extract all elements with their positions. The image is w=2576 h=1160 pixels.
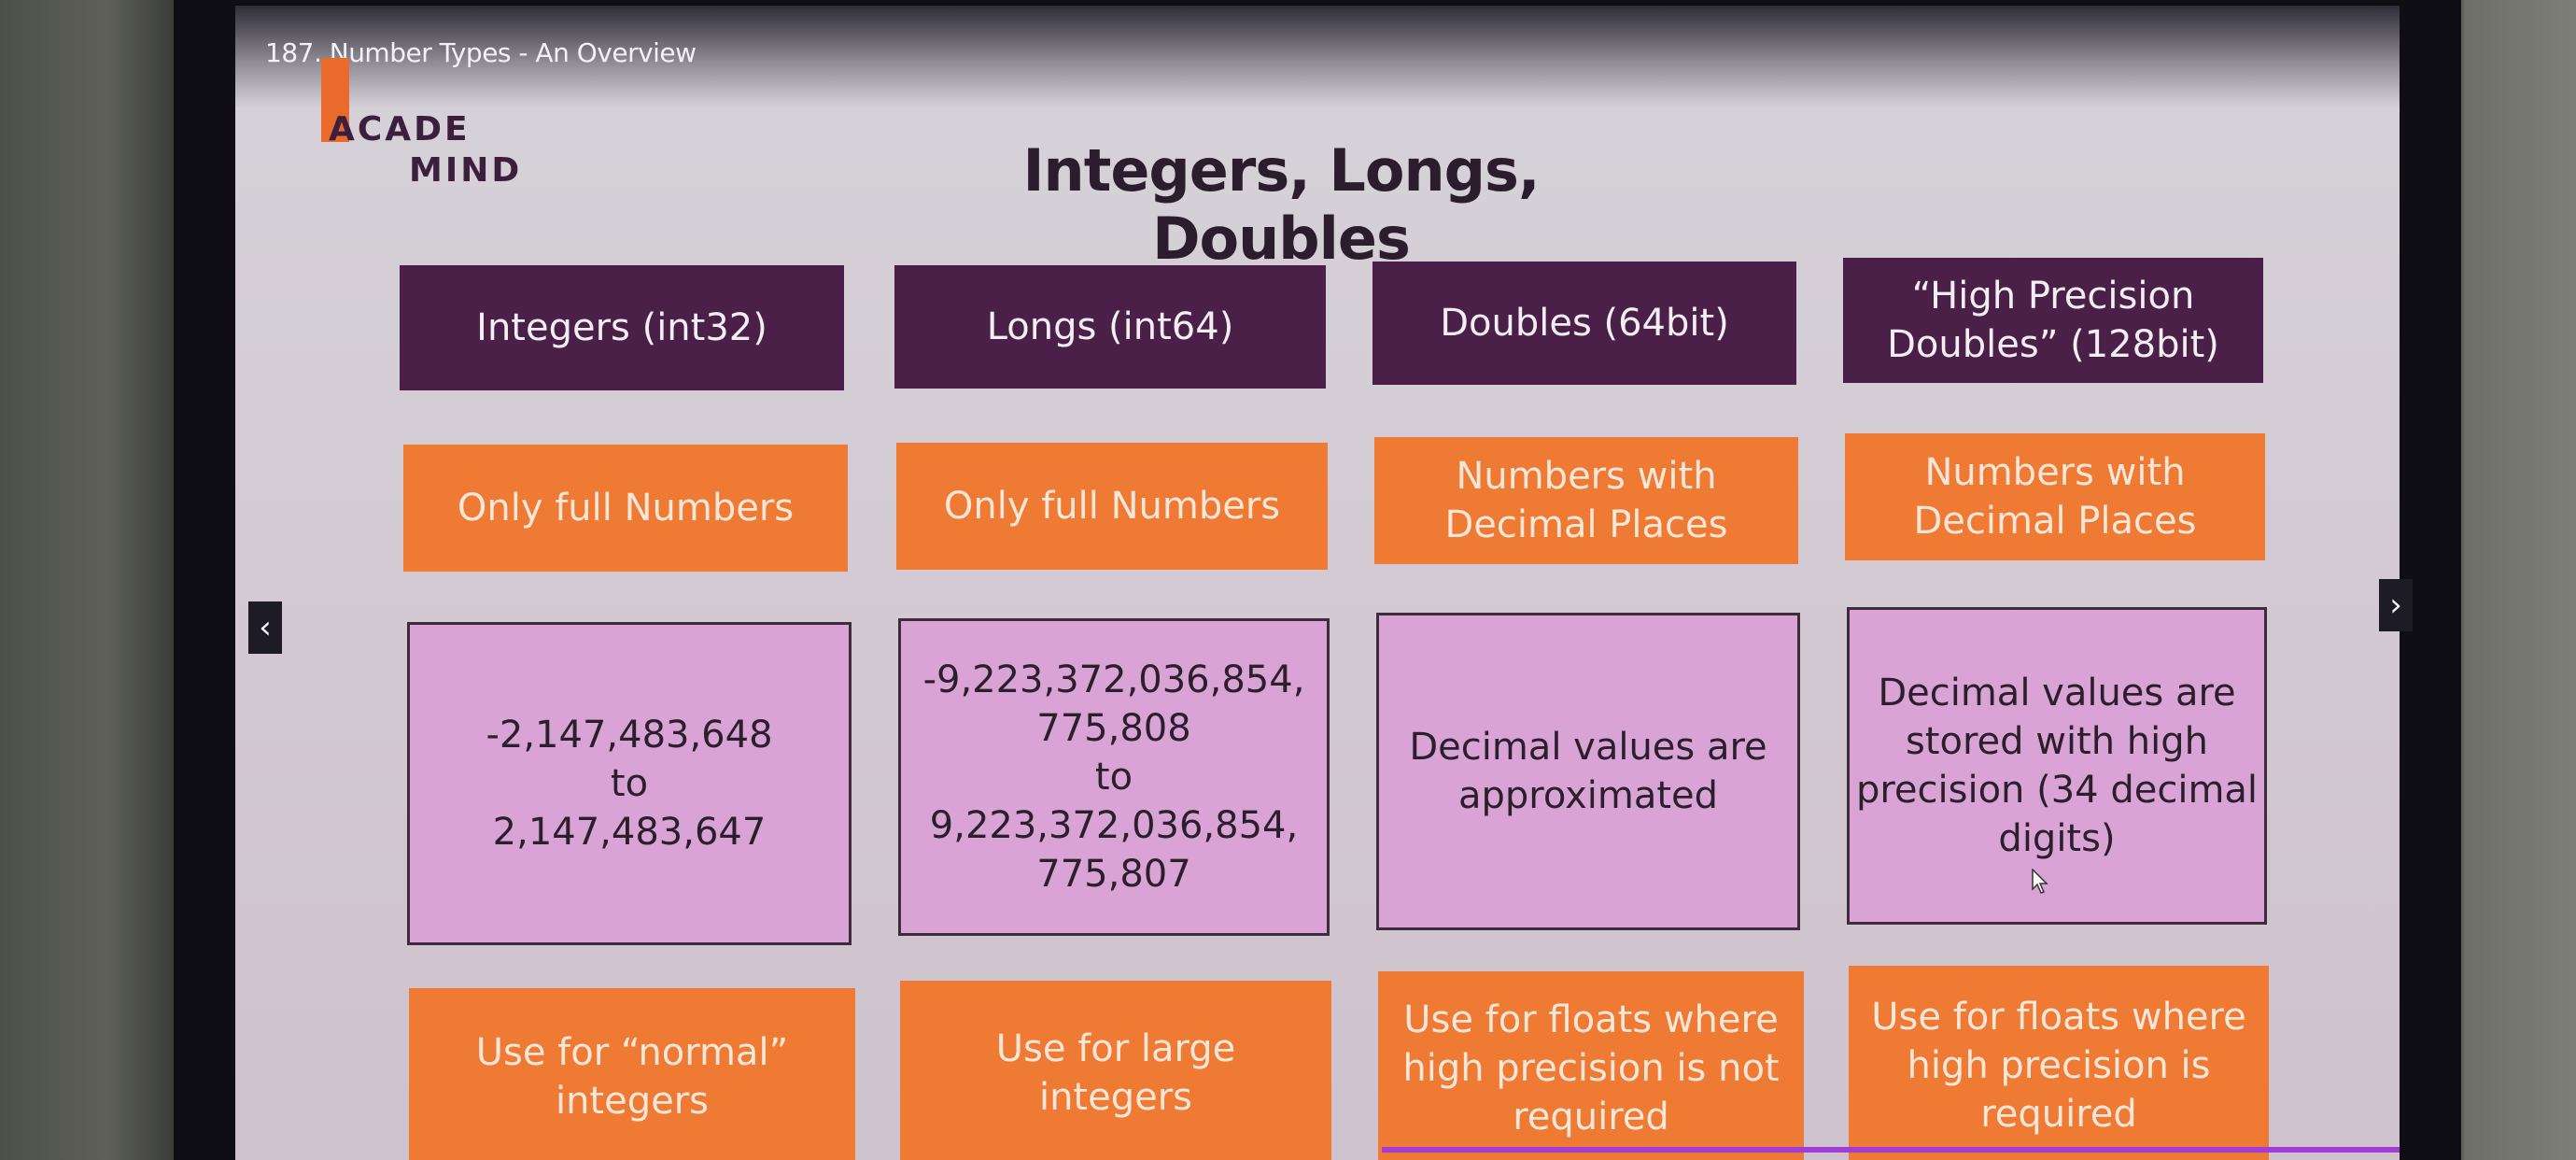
video-player-screen[interactable]: 187. Number Types - An Overview ACADE MI… [235, 6, 2400, 1160]
column-range-longs: -9,223,372,036,854, 775,808 to 9,223,372… [898, 618, 1330, 936]
mouse-pointer-icon [2032, 869, 2048, 894]
column-heading-doubles: Doubles (64bit) [1372, 262, 1796, 385]
chevron-left-icon[interactable]: ‹ [248, 601, 282, 654]
logo-text-line2: MIND [409, 151, 523, 190]
column-heading-integers: Integers (int32) [400, 265, 844, 390]
title-overlay [235, 6, 2400, 108]
column-use-integers: Use for “normal” integers [409, 988, 855, 1160]
video-progress-bar[interactable] [1382, 1147, 2400, 1153]
column-range-high-precision: Decimal values are stored with high prec… [1847, 607, 2267, 925]
column-range-doubles: Decimal values are approximated [1376, 613, 1800, 930]
column-kind-doubles: Numbers with Decimal Places [1374, 437, 1798, 564]
column-use-doubles: Use for floats where high precision is n… [1378, 971, 1804, 1160]
column-use-longs: Use for large integers [900, 981, 1331, 1160]
slide-title: Integers, Longs, Doubles [1022, 136, 1540, 273]
wall-right-background [2464, 0, 2576, 1160]
logo-accent-bar [321, 58, 349, 142]
video-progress-fill [1382, 1147, 2400, 1153]
chevron-right-icon[interactable]: › [2379, 579, 2413, 631]
logo-text-line1: ACADE [329, 110, 471, 149]
column-heading-longs: Longs (int64) [894, 265, 1326, 389]
wall-left-background [0, 0, 177, 1160]
column-kind-high-precision: Numbers with Decimal Places [1845, 433, 2265, 560]
column-range-integers: -2,147,483,648 to 2,147,483,647 [407, 622, 852, 945]
column-kind-integers: Only full Numbers [403, 445, 848, 572]
column-use-high-precision: Use for floats where high precision is r… [1849, 966, 2269, 1160]
column-kind-longs: Only full Numbers [896, 443, 1328, 570]
column-heading-high-precision: “High Precision Doubles” (128bit) [1843, 258, 2263, 383]
